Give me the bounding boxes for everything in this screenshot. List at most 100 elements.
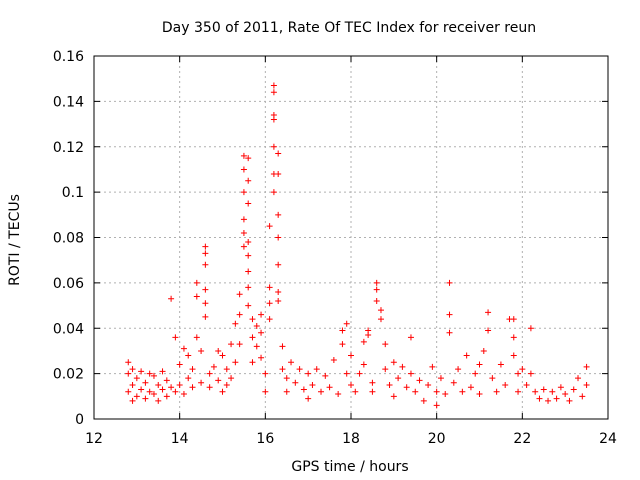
data-point (270, 143, 277, 150)
data-point (270, 89, 277, 96)
data-point (240, 189, 247, 196)
data-point (176, 361, 183, 368)
data-point (125, 370, 132, 377)
data-point (485, 327, 492, 334)
data-point (433, 388, 440, 395)
data-point (275, 288, 282, 295)
data-point (300, 386, 307, 393)
data-point (373, 279, 380, 286)
data-point (270, 116, 277, 123)
data-point (138, 368, 145, 375)
x-tick-label: 24 (599, 431, 617, 447)
data-point (185, 352, 192, 359)
data-point (455, 366, 462, 373)
x-axis-title: GPS time / hours (291, 459, 408, 475)
data-point (279, 343, 286, 350)
data-point (395, 375, 402, 382)
data-point (210, 363, 217, 370)
data-point (249, 316, 256, 323)
data-point (245, 177, 252, 184)
data-point (150, 372, 157, 379)
data-point (240, 152, 247, 159)
data-point (202, 313, 209, 320)
data-point (275, 150, 282, 157)
data-point (202, 243, 209, 250)
data-point (189, 366, 196, 373)
data-point (262, 370, 269, 377)
data-point (527, 370, 534, 377)
data-point (180, 345, 187, 352)
data-point (185, 375, 192, 382)
data-point (275, 170, 282, 177)
data-point (172, 334, 179, 341)
data-point (532, 388, 539, 395)
data-point (566, 397, 573, 404)
y-tick-label: 0.06 (53, 276, 84, 292)
y-tick-label: 0.14 (53, 94, 84, 110)
data-point (545, 397, 552, 404)
data-point (557, 384, 564, 391)
data-point (416, 377, 423, 384)
data-point (407, 370, 414, 377)
data-point (437, 375, 444, 382)
data-point (343, 320, 350, 327)
data-point (176, 381, 183, 388)
data-point (412, 388, 419, 395)
data-point (215, 347, 222, 354)
data-point (270, 189, 277, 196)
y-tick-label: 0 (75, 412, 84, 428)
data-point (523, 381, 530, 388)
data-point (168, 384, 175, 391)
data-point (386, 381, 393, 388)
data-point (249, 334, 256, 341)
data-point (446, 279, 453, 286)
data-point (446, 329, 453, 336)
data-point (172, 388, 179, 395)
data-point (459, 388, 466, 395)
y-tick-label: 0.04 (53, 321, 84, 337)
data-point (313, 366, 320, 373)
data-point (236, 311, 243, 318)
y-tick-label: 0.08 (53, 231, 84, 247)
data-point (129, 381, 136, 388)
x-tick-label: 22 (513, 431, 531, 447)
data-point (133, 393, 140, 400)
data-point (510, 334, 517, 341)
data-point (292, 379, 299, 386)
axis-ticks: 12 14 16 18 20 22 24 0 0.02 0.04 0.06 0.08 0.1 0.12 0.… (53, 49, 617, 447)
data-point (497, 361, 504, 368)
data-point (245, 268, 252, 275)
data-point (360, 361, 367, 368)
data-point (219, 388, 226, 395)
data-point (245, 200, 252, 207)
data-point (575, 375, 582, 382)
data-point (390, 359, 397, 366)
data-point (258, 311, 265, 318)
data-point (489, 375, 496, 382)
data-point (138, 386, 145, 393)
data-point (502, 381, 509, 388)
data-point (399, 363, 406, 370)
data-point (318, 388, 325, 395)
data-point (433, 402, 440, 409)
data-point (198, 379, 205, 386)
grid-lines (94, 56, 608, 419)
data-point (202, 250, 209, 257)
data-point (245, 284, 252, 291)
data-point (382, 341, 389, 348)
data-point (249, 359, 256, 366)
data-point (245, 239, 252, 246)
data-point (146, 388, 153, 395)
data-point (583, 381, 590, 388)
data-point (553, 395, 560, 402)
data-point (450, 379, 457, 386)
data-point (348, 352, 354, 359)
data-point (515, 388, 522, 395)
data-point (549, 388, 556, 395)
data-point (125, 359, 132, 366)
data-point (266, 300, 273, 307)
data-point (515, 370, 522, 377)
data-point (493, 388, 500, 395)
data-point (155, 381, 162, 388)
data-point (275, 234, 282, 241)
